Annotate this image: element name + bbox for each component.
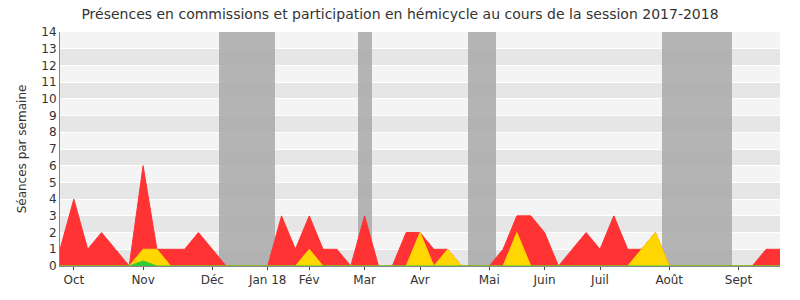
svg-text:1: 1 [49,242,57,256]
svg-text:10: 10 [41,92,56,106]
svg-text:4: 4 [49,192,57,206]
svg-text:0: 0 [49,259,57,273]
svg-text:6: 6 [49,159,57,173]
svg-text:Présences en commissions et pa: Présences en commissions et participatio… [81,6,718,22]
svg-text:Mar: Mar [353,273,376,287]
svg-text:5: 5 [49,176,57,190]
svg-text:Déc: Déc [201,273,224,287]
svg-text:13: 13 [41,42,56,56]
svg-text:8: 8 [49,125,57,139]
svg-text:9: 9 [49,109,57,123]
svg-text:Nov: Nov [131,273,154,287]
svg-text:12: 12 [41,59,56,73]
svg-text:Juin: Juin [533,273,556,287]
svg-text:Juil: Juil [590,273,609,287]
svg-text:2: 2 [49,226,57,240]
svg-text:Avr: Avr [410,273,430,287]
svg-text:3: 3 [49,209,57,223]
svg-text:11: 11 [41,75,56,89]
svg-text:Fév: Fév [299,273,320,287]
svg-text:Séances par semaine: Séances par semaine [15,85,29,214]
svg-text:Mai: Mai [479,273,500,287]
svg-text:Jan 18: Jan 18 [248,273,287,287]
svg-text:7: 7 [49,142,57,156]
svg-text:Août: Août [655,273,683,287]
svg-text:14: 14 [41,25,56,39]
svg-text:Oct: Oct [63,273,84,287]
svg-text:Sept: Sept [725,273,753,287]
